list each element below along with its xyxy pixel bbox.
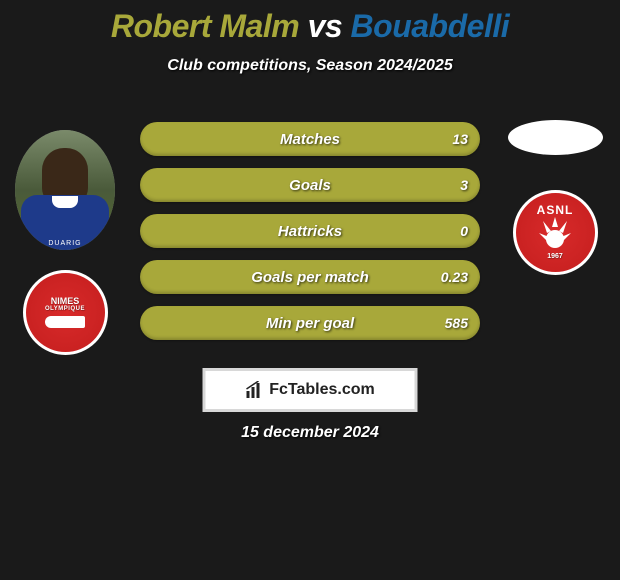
date-text: 15 december 2024 [0, 424, 620, 442]
stat-label: Min per goal [266, 315, 354, 332]
stat-value-right: 585 [445, 315, 468, 331]
comparison-title: Robert Malm vs Bouabdelli [0, 0, 620, 45]
stat-value-right: 0 [460, 223, 468, 239]
team1-subtitle: OLYMPIQUE [45, 306, 85, 312]
stat-value-right: 13 [452, 131, 468, 147]
player-collar-shape [52, 196, 78, 208]
stat-label: Matches [280, 131, 340, 148]
vs-separator: vs [308, 8, 343, 44]
chart-icon [245, 381, 265, 399]
stat-bar: Hattricks 0 [140, 214, 480, 248]
badge-inner: NIMES OLYMPIQUE [45, 297, 85, 328]
stat-value-right: 0.23 [441, 269, 468, 285]
stat-label: Goals per match [251, 269, 369, 286]
subtitle: Club competitions, Season 2024/2025 [0, 57, 620, 75]
team1-name: NIMES [51, 297, 80, 306]
stat-bar: Goals 3 [140, 168, 480, 202]
brand-watermark: FcTables.com [203, 368, 418, 412]
stats-bars: Matches 13 Goals 3 Hattricks 0 Goals per match… [140, 122, 480, 340]
jersey-brand-text: DUARIG [15, 240, 115, 247]
stat-bar: Goals per match 0.23 [140, 260, 480, 294]
player2-photo-placeholder [508, 120, 603, 155]
stat-bar: Min per goal 585 [140, 306, 480, 340]
brand-label: FcTables.com [269, 381, 375, 399]
infographic-container: Robert Malm vs Bouabdelli Club competiti… [0, 0, 620, 580]
crocodile-icon [45, 316, 85, 328]
player2-name: Bouabdelli [351, 8, 510, 44]
thistle-icon [533, 213, 577, 257]
stat-label: Goals [289, 177, 331, 194]
player1-name: Robert Malm [111, 8, 299, 44]
left-player-column: DUARIG NIMES OLYMPIQUE [10, 130, 120, 355]
stat-value-right: 3 [460, 177, 468, 193]
player1-team-badge: NIMES OLYMPIQUE [23, 270, 108, 355]
team2-year: 1967 [547, 253, 563, 260]
stat-bar: Matches 13 [140, 122, 480, 156]
right-player-column: ASNL 1967 [500, 120, 610, 275]
badge-inner: 1967 [533, 213, 577, 260]
stat-label: Hattricks [278, 223, 342, 240]
brand-text: FcTables.com [245, 381, 375, 399]
player2-team-badge: ASNL 1967 [513, 190, 598, 275]
player1-photo: DUARIG [15, 130, 115, 250]
